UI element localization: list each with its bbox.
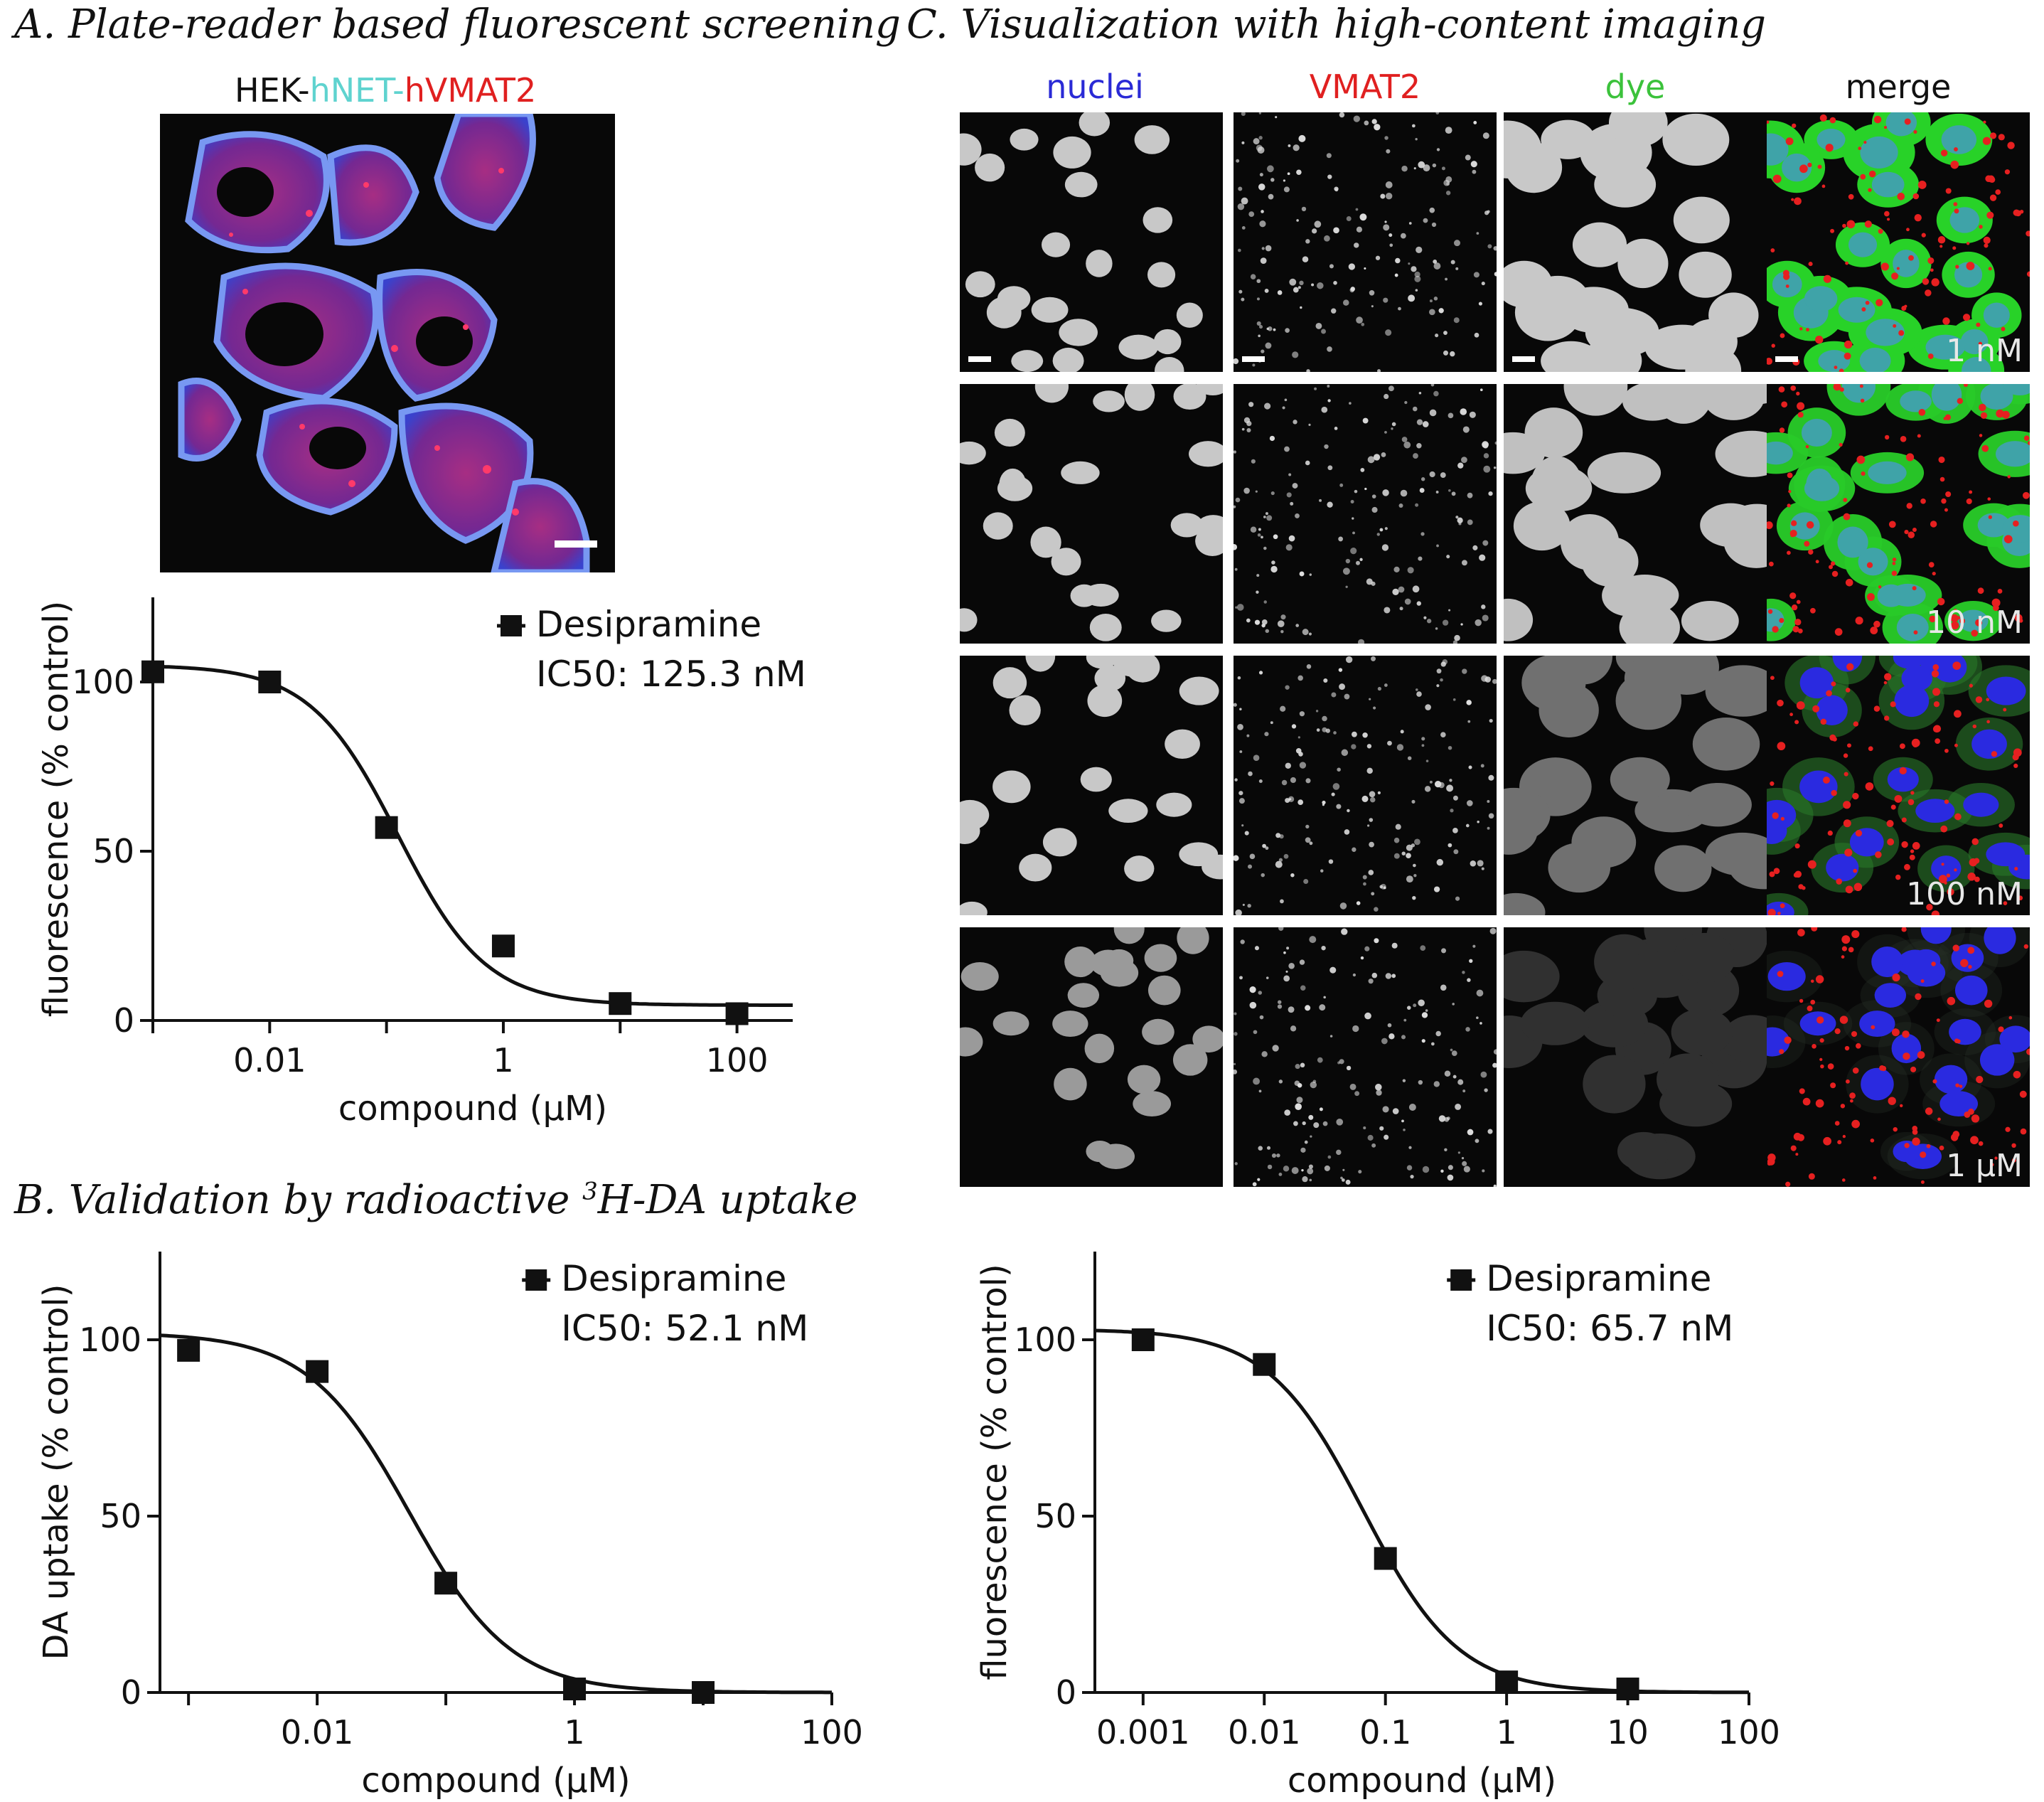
chart-a-data-point	[375, 816, 398, 839]
chart-b-data-point	[692, 1681, 715, 1704]
chart-c-y-tick-label: 50	[1034, 1497, 1076, 1535]
chart-b-y-axis-label: DA uptake (% control)	[36, 1284, 76, 1660]
chart-a-data-point	[725, 1002, 749, 1025]
column-header-merge: merge	[1845, 68, 1952, 106]
image-tile-dye-row1	[1504, 112, 1767, 372]
concentration-label-row2: 10 nM	[1926, 604, 2023, 641]
chart-b-legend-marker	[525, 1269, 547, 1291]
chart-c-x-tick-label: 10	[1607, 1713, 1649, 1752]
chart-a-y-tick-label: 100	[72, 663, 134, 701]
chart-b-legend-label: Desipramine	[561, 1258, 786, 1299]
chart-b-fit-curve	[159, 1333, 832, 1695]
chart-c-y-tick-label: 100	[1014, 1321, 1076, 1359]
concentration-label-row1: 1 nM	[1946, 333, 2023, 369]
image-tile-vmat2-row1	[1234, 112, 1497, 372]
image-tile-merge-row2: 10 nM	[1767, 384, 2030, 644]
concentration-label-row4: 1 µM	[1946, 1148, 2023, 1184]
chart-c-fit-curve	[1094, 1328, 1749, 1695]
chart-a-y-tick-label: 0	[114, 1001, 134, 1040]
chart-a-x-tick-label: 0.01	[233, 1041, 306, 1079]
hek-confocal-image	[160, 114, 615, 572]
chart-a-fit-curve	[152, 664, 793, 1007]
panel-b-title: B. Validation by radioactive 3H-DA uptak…	[14, 1177, 858, 1223]
image-tile-nuclei-row1	[960, 112, 1223, 372]
chart-a-svg: 0 50 100 0.01 1 100 compound (µM) fluorescence …	[36, 597, 806, 1129]
column-header-dye: dye	[1605, 68, 1666, 106]
chart-a-legend-label: Desipramine	[536, 604, 761, 645]
chart-b-x-axis-label: compound (µM)	[361, 1761, 630, 1799]
panel-c-title: C. Visualization with high-content imagi…	[906, 1, 1766, 48]
image-tile-vmat2-row4	[1234, 927, 1497, 1187]
chart-b-x-tick-label: 100	[801, 1713, 863, 1752]
chart-b-y-tick-label: 50	[100, 1497, 141, 1535]
chart-a-data-point	[258, 671, 282, 693]
chart-a-ic50-annotation: IC50: 125.3 nM	[536, 654, 806, 695]
chart-a: 0 50 100 0.01 1 100 compound (µM) fluorescence …	[0, 583, 825, 1131]
chart-c-data-point	[1253, 1353, 1276, 1376]
chart-c-data-point	[1131, 1328, 1155, 1351]
panel-a-title: A. Plate-reader based fluorescent screen…	[14, 1, 901, 48]
image-tile-dye-row2	[1504, 384, 1767, 644]
image-tile-merge-row4: 1 µM	[1767, 927, 2030, 1187]
image-tile-dye-row3	[1504, 656, 1767, 915]
chart-a-y-axis-label: fluorescence (% control)	[36, 601, 76, 1017]
image-tile-nuclei-row4	[960, 927, 1223, 1187]
chart-b-svg: 0 50 100 0.01 1 100 compound (µM) DA uptake (% …	[36, 1252, 863, 1799]
hnet-label: hNET	[309, 71, 393, 110]
chart-c-x-axis-label: compound (µM)	[1288, 1761, 1556, 1799]
chart-c-data-point	[1374, 1547, 1397, 1570]
chart-c-ic50-annotation: IC50: 65.7 nM	[1486, 1308, 1733, 1349]
chart-c-data-point	[1616, 1678, 1639, 1701]
chart-a-data-point	[491, 934, 515, 958]
image-tile-nuclei-row3	[960, 656, 1223, 915]
image-tile-vmat2-row3	[1234, 656, 1497, 915]
chart-b-data-point	[177, 1338, 200, 1362]
chart-c-x-tick-label: 0.01	[1228, 1713, 1300, 1752]
chart-b-y-tick-label: 100	[79, 1321, 141, 1359]
chart-b-y-tick-label: 0	[121, 1673, 141, 1712]
column-header-nuclei: nuclei	[1046, 68, 1144, 106]
image-tile-nuclei-row2	[960, 384, 1223, 644]
chart-a-data-point	[609, 992, 632, 1015]
chart-b-data-point	[434, 1572, 458, 1595]
image-tile-vmat2-row2	[1234, 384, 1497, 644]
image-tile-merge-row3: 100 nM	[1767, 656, 2030, 915]
chart-a-x-axis-label: compound (µM)	[338, 1089, 607, 1129]
image-tile-dye-row4	[1504, 927, 1767, 1187]
chart-c-x-tick-label: 100	[1718, 1713, 1780, 1752]
chart-b-data-point	[306, 1360, 329, 1383]
chart-b: 0 50 100 0.01 1 100 compound (µM) DA uptake (% …	[0, 1237, 874, 1799]
chart-c-x-tick-label: 1	[1496, 1713, 1516, 1752]
chart-a-data-point	[141, 660, 164, 683]
chart-b-x-tick-label: 0.01	[281, 1713, 353, 1752]
image-tile-merge-row1: 1 nM	[1767, 112, 2030, 372]
chart-c-legend-marker	[1450, 1269, 1472, 1291]
chart-a-y-tick-label: 50	[92, 832, 134, 870]
chart-b-ic50-annotation: IC50: 52.1 nM	[561, 1308, 808, 1349]
chart-c-svg: 0 50 100 0.001 0.01 0.1 1 10 100 compound (µM) flu…	[975, 1252, 1780, 1799]
chart-c-x-tick-label: 0.1	[1359, 1713, 1411, 1752]
chart-b-data-point	[563, 1678, 587, 1701]
concentration-label-row3: 100 nM	[1906, 876, 2023, 912]
chart-c-y-tick-label: 0	[1056, 1673, 1076, 1712]
chart-c-y-axis-label: fluorescence (% control)	[975, 1264, 1015, 1680]
hek-prefix: HEK-	[235, 71, 310, 110]
chart-a-legend-marker	[501, 615, 522, 636]
chart-c-legend-label: Desipramine	[1486, 1258, 1711, 1299]
chart-a-x-tick-label: 1	[493, 1041, 513, 1079]
chart-c-x-tick-label: 0.001	[1096, 1713, 1190, 1752]
chart-b-x-tick-label: 1	[564, 1713, 584, 1752]
imaging-grid: 1 nM 10 nM 100 nM 1 µM	[960, 112, 2030, 1187]
hvmat2-label: hVMAT2	[404, 71, 537, 110]
chart-c: 0 50 100 0.001 0.01 0.1 1 10 100 compound (µM) flu…	[938, 1237, 1827, 1799]
chart-c-data-point	[1495, 1670, 1519, 1694]
chart-a-x-tick-label: 100	[706, 1041, 769, 1079]
hek-cell-label: HEK-hNET-hVMAT2	[235, 71, 536, 110]
hek-dash: -	[392, 71, 405, 110]
column-header-vmat2: VMAT2	[1309, 68, 1421, 106]
